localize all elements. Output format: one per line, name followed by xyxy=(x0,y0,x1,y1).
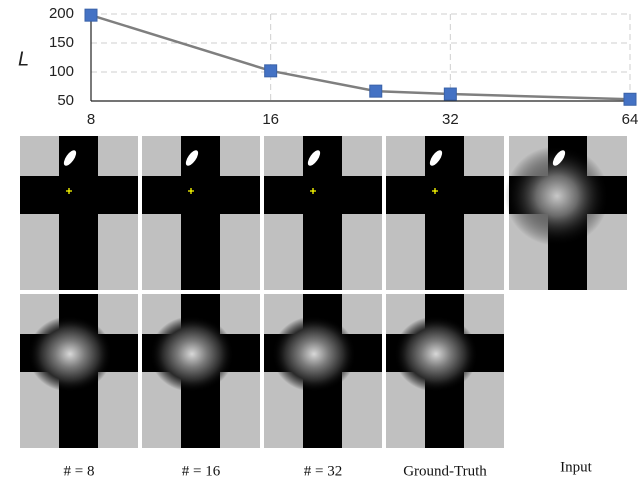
image-caption: # = 16 xyxy=(182,463,221,479)
y-axis-label: L xyxy=(18,48,29,70)
image-caption: # = 32 xyxy=(304,463,342,479)
image-panel xyxy=(142,136,260,290)
x-tick-label: 64 xyxy=(622,111,639,128)
data-point xyxy=(444,88,456,100)
data-point xyxy=(370,85,382,97)
image-panel xyxy=(505,136,627,290)
figure: L 50 100 150 200 8 16 32 64 # = 8 # = 16 # = 32 Gro… xyxy=(0,0,640,484)
y-tick-label: 100 xyxy=(49,63,74,80)
image-panel xyxy=(20,136,138,290)
data-point xyxy=(265,65,277,77)
image-caption: Input xyxy=(560,459,592,475)
y-tick-label: 200 xyxy=(49,5,74,22)
image-panel xyxy=(142,294,260,448)
image-caption: # = 8 xyxy=(64,463,95,479)
data-point xyxy=(624,93,636,105)
series-line xyxy=(91,15,630,99)
image-panel xyxy=(386,136,504,290)
image-panel xyxy=(20,294,138,448)
x-tick-label: 16 xyxy=(262,111,279,128)
x-tick-label: 8 xyxy=(87,111,95,128)
x-tick-label: 32 xyxy=(442,111,459,128)
image-caption: Ground-Truth xyxy=(403,463,487,479)
y-tick-label: 150 xyxy=(49,34,74,51)
data-point xyxy=(85,9,97,21)
image-panel xyxy=(386,294,504,448)
image-panel xyxy=(264,136,382,290)
y-tick-label: 50 xyxy=(57,92,74,109)
image-panel xyxy=(264,294,382,448)
